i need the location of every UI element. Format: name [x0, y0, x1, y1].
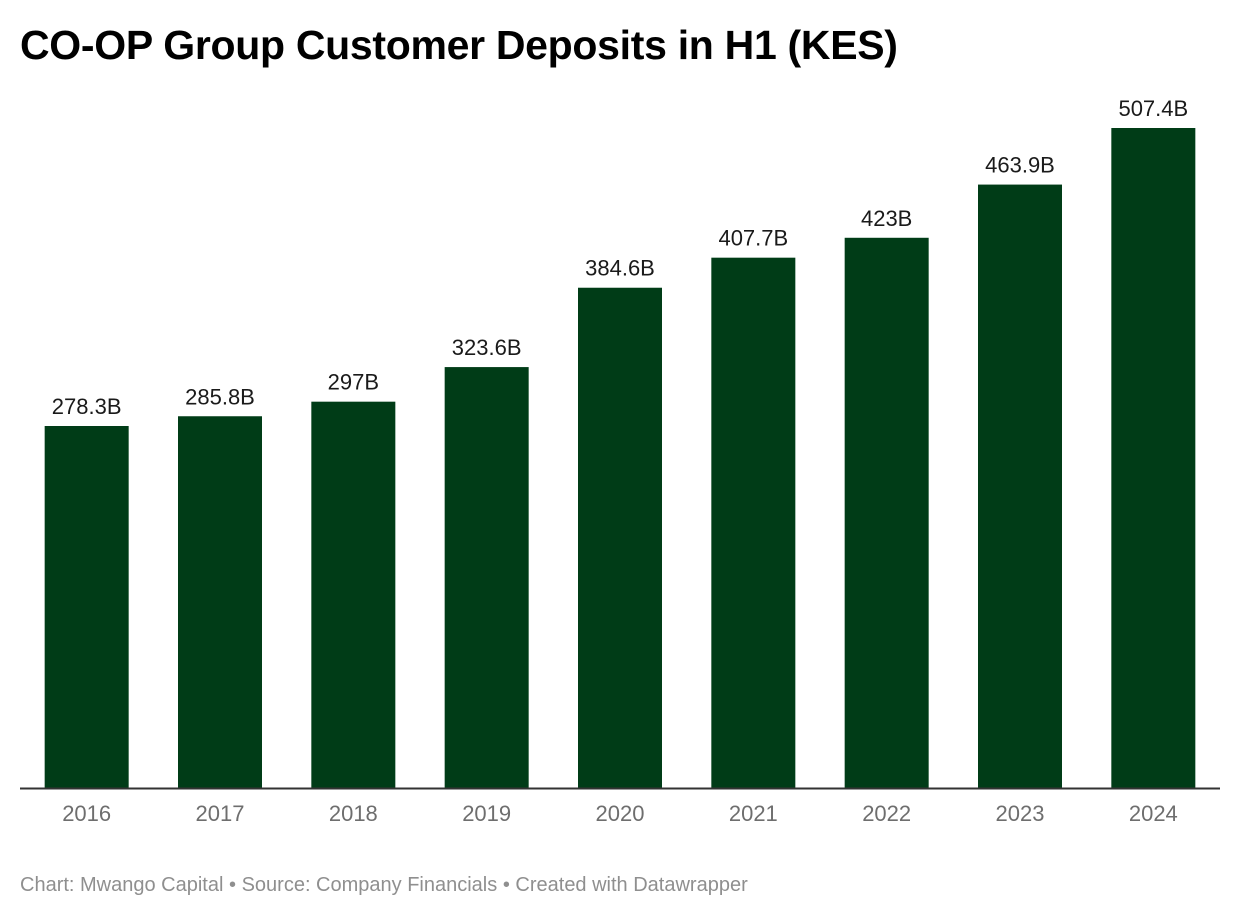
x-tick-label-2023: 2023: [996, 801, 1045, 826]
bars-layer: [44, 128, 1196, 788]
footer-separator: •: [502, 874, 510, 896]
footer-separator: •: [229, 874, 237, 896]
bar-2020: [578, 287, 662, 788]
x-tick-label-2017: 2017: [196, 801, 245, 826]
bar-2023: [978, 184, 1062, 788]
value-label-2023: 463.9B: [985, 153, 1055, 178]
value-label-2019: 323.6B: [452, 335, 522, 360]
chart-credit: Chart: Mwango Capital: [20, 874, 224, 896]
x-tick-label-2019: 2019: [462, 801, 511, 826]
source-credit: Source: Company Financials: [241, 874, 498, 896]
bar-2016: [44, 426, 129, 788]
value-label-2021: 407.7B: [718, 226, 788, 251]
value-label-2022: 423B: [861, 206, 912, 231]
value-label-2016: 278.3B: [52, 394, 122, 419]
bar-2021: [711, 257, 796, 788]
x-tick-label-2016: 2016: [62, 801, 111, 826]
bar-2022: [844, 237, 929, 788]
bar-2018: [311, 401, 396, 788]
chart-footer: Chart: Mwango Capital • Source: Company …: [20, 874, 748, 897]
value-labels-layer: 278.3B 285.8B 297B 323.6B 384.6B 407.7B 423B 46…: [52, 96, 1188, 419]
value-label-2024: 507.4B: [1118, 96, 1188, 121]
x-tick-label-2021: 2021: [729, 801, 778, 826]
value-label-2020: 384.6B: [585, 256, 655, 281]
bar-2017: [178, 416, 262, 788]
bar-2024: [1111, 128, 1196, 788]
chart-title: CO-OP Group Customer Deposits in H1 (KES…: [20, 22, 898, 68]
x-tick-label-2022: 2022: [862, 801, 911, 826]
x-tick-label-2020: 2020: [596, 801, 645, 826]
x-tick-label-2024: 2024: [1129, 801, 1178, 826]
x-tick-label-2018: 2018: [329, 801, 378, 826]
x-tick-labels-layer: 2016 2017 2018 2019 2020 2021 2022 2023 2024: [62, 801, 1178, 826]
bar-2019: [444, 367, 529, 788]
value-label-2018: 297B: [328, 370, 379, 395]
value-label-2017: 285.8B: [185, 384, 255, 409]
created-with-credit: Created with Datawrapper: [515, 874, 748, 896]
bar-chart: 278.3B 285.8B 297B 323.6B 384.6B 407.7B 423B 46…: [20, 96, 1220, 826]
